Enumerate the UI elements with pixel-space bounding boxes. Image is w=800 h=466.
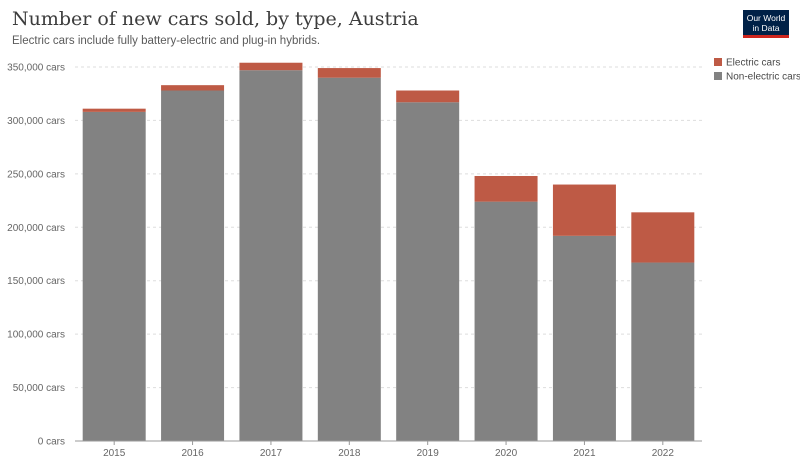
bar-non-electric-2020[interactable] <box>474 201 538 441</box>
x-tick-label-2019: 2019 <box>417 448 440 459</box>
chart-title: Number of new cars sold, by type, Austri… <box>12 8 419 30</box>
bar-non-electric-2016[interactable] <box>161 90 225 441</box>
bar-electric-2019[interactable] <box>396 90 460 103</box>
y-tick-label: 350,000 cars <box>7 63 65 74</box>
legend-label-electric-cars[interactable]: Electric cars <box>726 58 780 69</box>
bar-electric-2017[interactable] <box>239 62 303 71</box>
y-tick-label: 200,000 cars <box>7 223 65 234</box>
x-tick-label-2020: 2020 <box>495 448 518 459</box>
x-tick-label-2015: 2015 <box>103 448 126 459</box>
logo-line-2: in Data <box>752 23 780 33</box>
bar-electric-2016[interactable] <box>161 85 225 91</box>
bar-non-electric-2017[interactable] <box>239 70 303 441</box>
bar-non-electric-2021[interactable] <box>552 235 616 441</box>
owid-logo[interactable]: Our World in Data <box>743 10 789 38</box>
x-tick-label-2017: 2017 <box>260 448 283 459</box>
y-axis-tick-labels: 0 cars 50,000 cars 100,000 cars 150,000 car… <box>7 63 65 448</box>
legend-label-non-electric-cars[interactable]: Non-electric cars <box>726 72 800 83</box>
y-tick-label: 50,000 cars <box>13 383 65 394</box>
bar-electric-2018[interactable] <box>317 68 381 78</box>
bar-electric-2022[interactable] <box>631 212 695 263</box>
bar-non-electric-2019[interactable] <box>396 102 460 442</box>
x-tick-label-2018: 2018 <box>338 448 361 459</box>
y-tick-label: 0 cars <box>38 437 65 448</box>
x-tick-label-2022: 2022 <box>652 448 675 459</box>
bar-electric-2020[interactable] <box>474 175 538 202</box>
bar-electric-2021[interactable] <box>552 184 616 236</box>
bar-non-electric-2022[interactable] <box>631 262 695 441</box>
x-axis-tick-labels: 2015 2016 2017 2018 2019 2020 2021 2022 <box>103 441 674 459</box>
bar-electric-2015[interactable] <box>82 108 146 112</box>
y-tick-label: 250,000 cars <box>7 169 65 180</box>
y-tick-label: 100,000 cars <box>7 330 65 341</box>
legend: Electric cars Non-electric cars <box>714 58 800 83</box>
logo-line-1: Our World <box>746 13 786 23</box>
x-tick-label-2021: 2021 <box>573 448 596 459</box>
legend-swatch-electric-cars <box>714 58 722 66</box>
y-tick-label: 300,000 cars <box>7 116 65 127</box>
chart-subtitle: Electric cars include fully battery-elec… <box>12 35 321 47</box>
bar-non-electric-2018[interactable] <box>317 77 381 441</box>
x-tick-label-2016: 2016 <box>181 448 204 459</box>
legend-swatch-non-electric-cars <box>714 72 722 80</box>
bar-non-electric-2015[interactable] <box>82 111 146 441</box>
bars <box>82 62 695 442</box>
y-tick-label: 150,000 cars <box>7 276 65 287</box>
